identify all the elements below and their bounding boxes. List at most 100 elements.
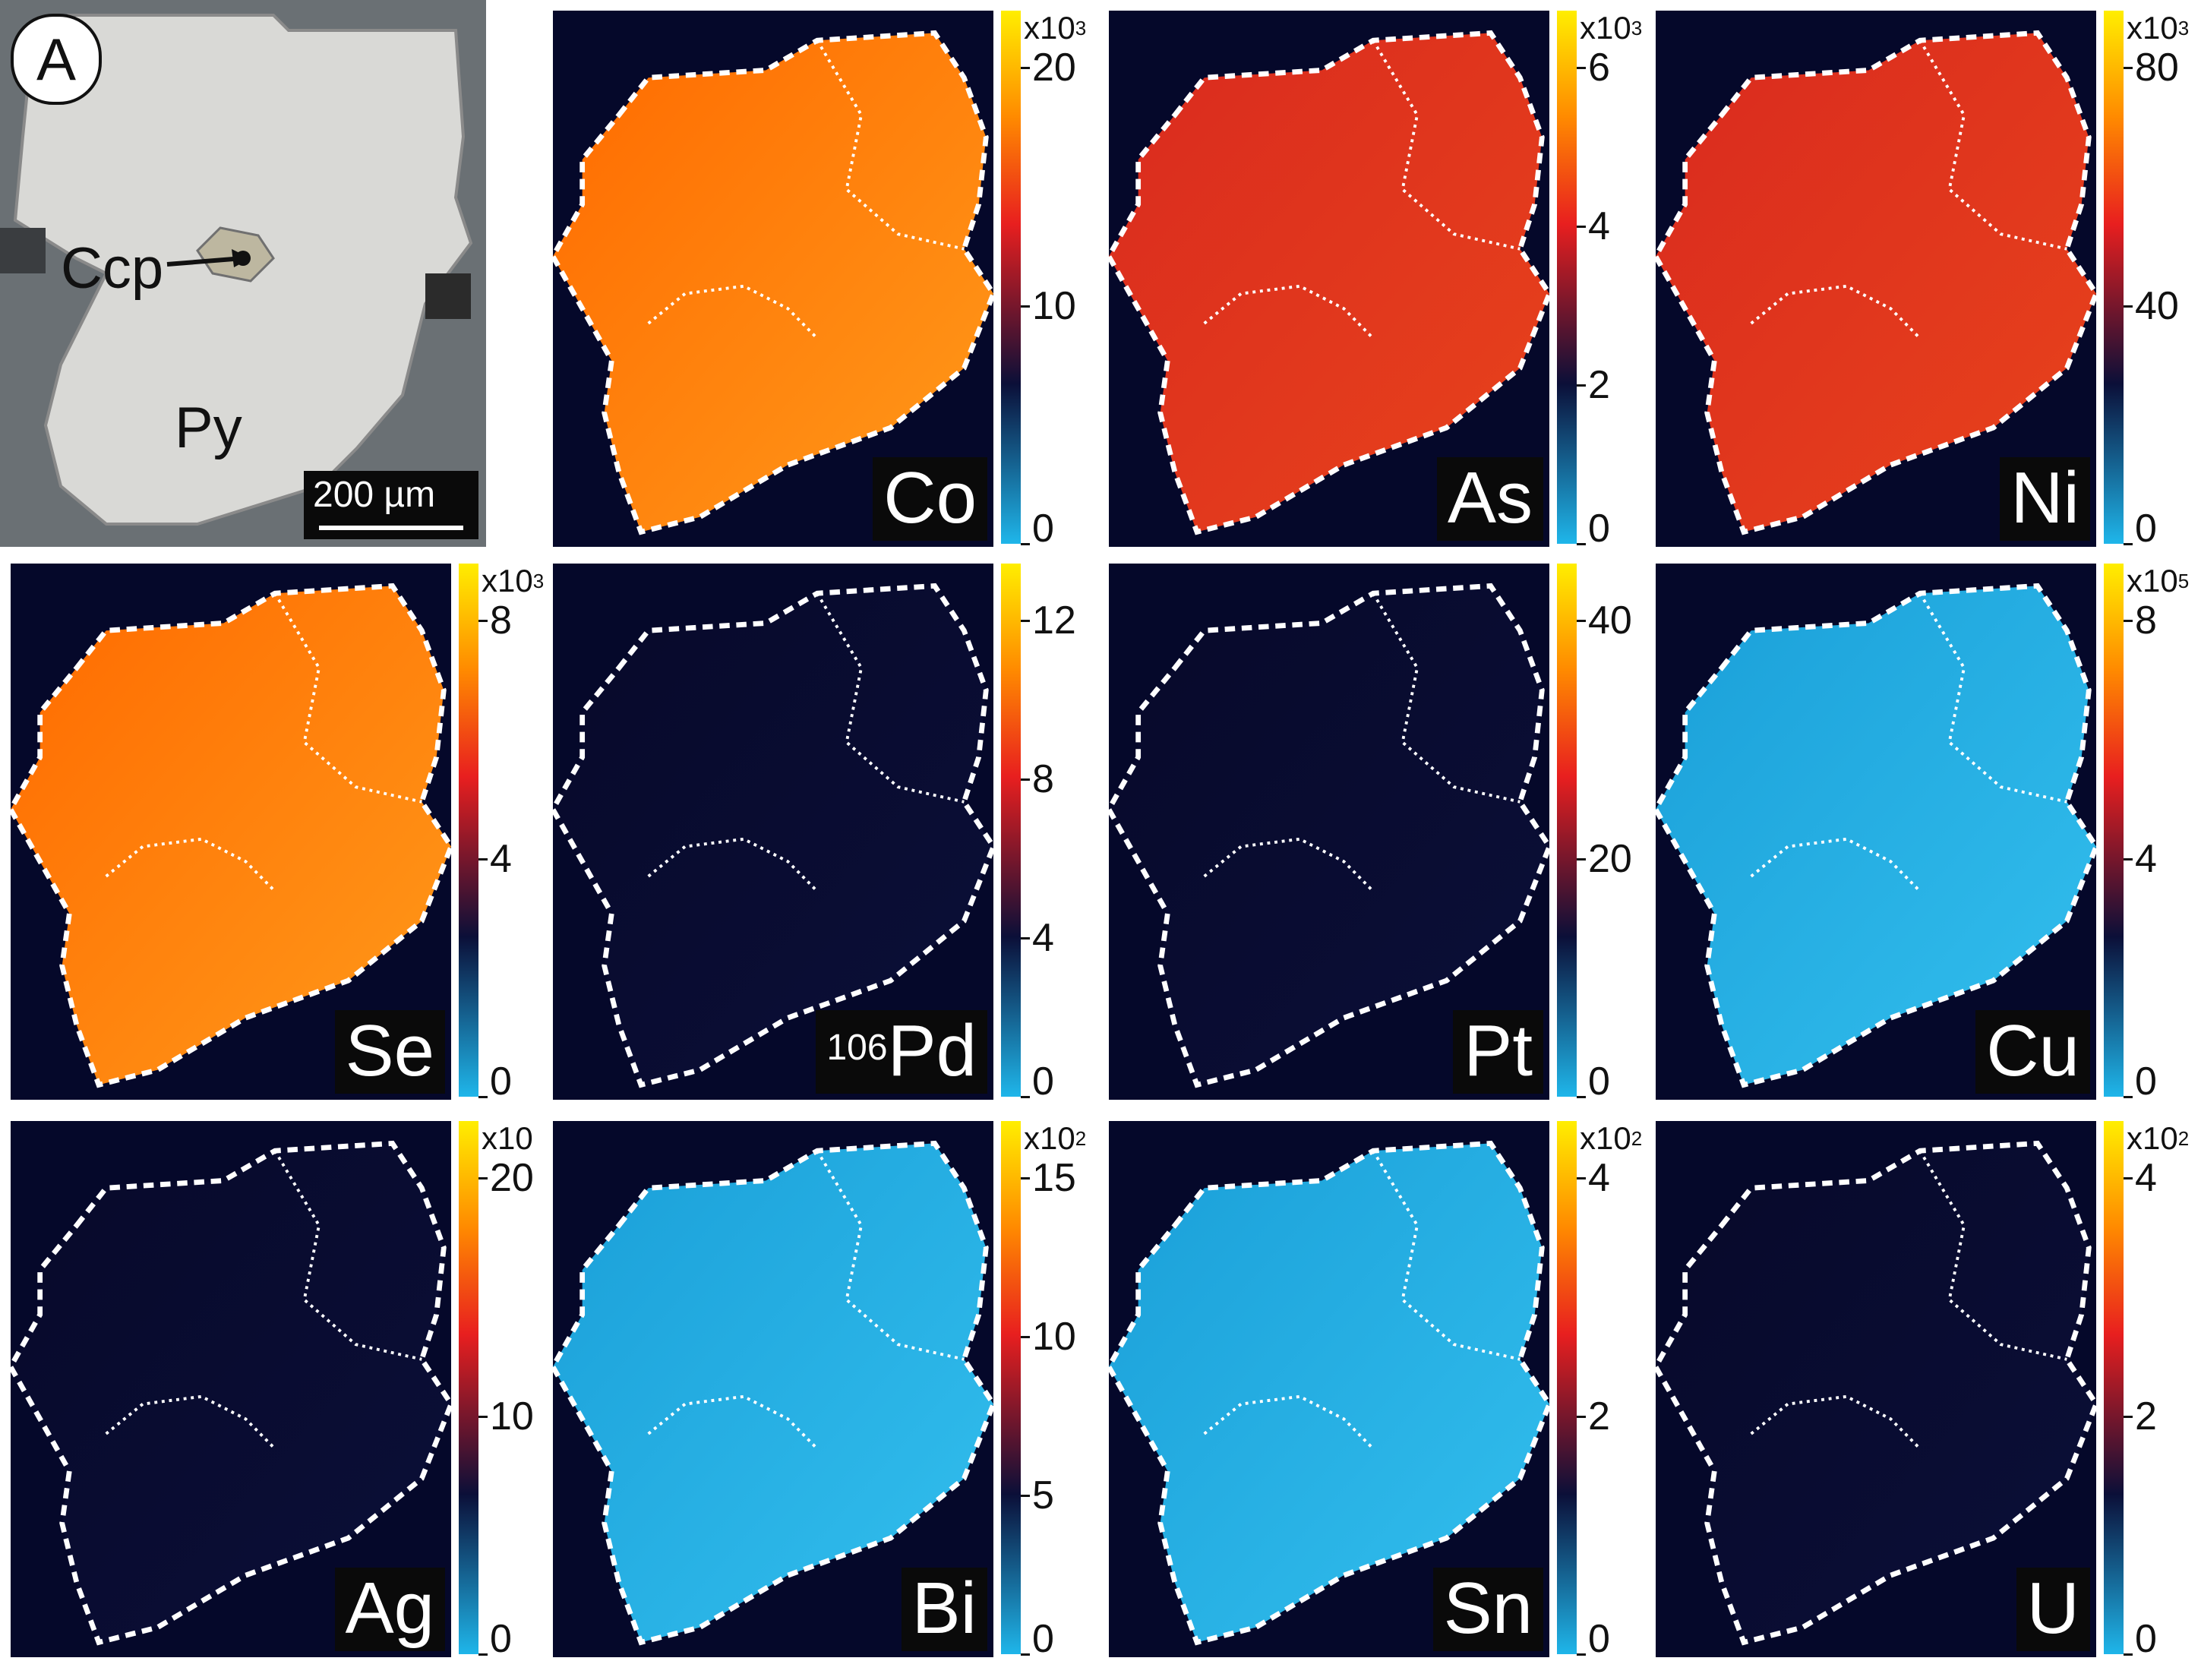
element-map-image — [1109, 1121, 1549, 1657]
multiplier-exponent: 2 — [2177, 1127, 2190, 1150]
element-symbol: Co — [883, 457, 977, 538]
map-panel-se: Se — [11, 564, 451, 1100]
multiplier-base: x10 — [2127, 1120, 2178, 1156]
colorbar-tick — [1021, 1653, 1030, 1656]
multiplier-exponent: 2 — [1075, 1127, 1087, 1150]
element-symbol: Ag — [345, 1568, 434, 1649]
colorbar-tick — [1577, 1653, 1586, 1656]
element-map-image — [553, 11, 993, 547]
colorbar-tick — [1021, 1495, 1030, 1498]
colorbar-tick — [1577, 67, 1586, 70]
colorbar-tick-label: 4 — [2135, 836, 2157, 881]
colorbar-tick — [1577, 384, 1586, 387]
colorbar-tick-label: 15 — [1032, 1156, 1076, 1201]
colorbar-tick-label: 20 — [1588, 836, 1632, 881]
scale-bar-line — [319, 526, 463, 530]
element-map-image — [1656, 11, 2096, 547]
colorbar-tick — [478, 857, 488, 861]
map-panel-u: U — [1656, 1121, 2096, 1657]
element-symbol: As — [1447, 457, 1533, 538]
scale-bar-text: 200 µm — [313, 475, 436, 515]
element-symbol: U — [2026, 1568, 2079, 1649]
colorbar-tick-label: 4 — [490, 836, 512, 881]
element-label: Bi — [901, 1568, 987, 1651]
colorbar-tick-label: 4 — [2135, 1156, 2157, 1201]
element-label: Cu — [1975, 1010, 2090, 1094]
colorbar-tick — [478, 1096, 488, 1098]
multiplier-exponent: 5 — [2177, 570, 2190, 592]
colorbar-tick — [1021, 305, 1030, 308]
colorbar — [459, 1121, 478, 1654]
map-panel-cu: Cu — [1656, 564, 2096, 1100]
element-label: Se — [334, 1010, 445, 1094]
multiplier-base: x10 — [482, 1120, 533, 1156]
colorbar-tick — [1021, 543, 1030, 545]
colorbar-tick — [478, 1177, 488, 1180]
multiplier-exponent: 3 — [1631, 17, 1643, 39]
colorbar-multiplier: x102 — [2127, 1123, 2189, 1154]
multiplier-base: x10 — [1580, 10, 1631, 46]
colorbar-tick — [1577, 857, 1586, 861]
colorbar-tick-label: 0 — [2135, 1617, 2157, 1661]
colorbar-tick — [1577, 1415, 1586, 1418]
element-symbol: Sn — [1443, 1568, 1533, 1649]
colorbar — [1557, 11, 1577, 544]
multiplier-base: x10 — [482, 563, 533, 598]
ccp-label: Ccp — [61, 236, 164, 301]
colorbar-tick-label: 0 — [2135, 1059, 2157, 1104]
colorbar-tick-label: 0 — [1588, 1617, 1610, 1661]
colorbar-tick — [2124, 1653, 2133, 1656]
element-symbol: Ni — [2010, 457, 2079, 538]
colorbar-tick — [478, 1415, 488, 1418]
colorbar-tick-label: 10 — [1032, 283, 1076, 328]
colorbar-tick-label: 2 — [1588, 1394, 1610, 1438]
panel-a-letter: A — [11, 14, 102, 105]
colorbar-tick-label: 0 — [490, 1617, 512, 1661]
element-symbol: Pt — [1464, 1010, 1533, 1091]
colorbar-tick — [2124, 67, 2133, 70]
colorbar — [2104, 11, 2124, 544]
colorbar-tick — [2124, 543, 2133, 545]
colorbar-multiplier: x103 — [1580, 12, 1642, 44]
colorbar-tick-label: 0 — [1032, 507, 1054, 551]
map-panel-pd: 106Pd — [553, 564, 993, 1100]
map-panel-sn: Sn — [1109, 1121, 1549, 1657]
colorbar — [2104, 564, 2124, 1097]
map-panel-pt: Pt — [1109, 564, 1549, 1100]
colorbar-tick-label: 40 — [2135, 283, 2179, 328]
map-panel-ag: Ag — [11, 1121, 451, 1657]
colorbar-tick — [1577, 1177, 1586, 1180]
colorbar-tick-label: 0 — [1588, 1059, 1610, 1104]
colorbar-tick-label: 10 — [490, 1394, 534, 1438]
colorbar-tick-label: 2 — [2135, 1394, 2157, 1438]
colorbar-tick-label: 8 — [2135, 598, 2157, 643]
colorbar-tick-label: 0 — [2135, 507, 2157, 551]
colorbar — [1557, 564, 1577, 1097]
multiplier-exponent: 3 — [532, 570, 545, 592]
colorbar-tick-label: 8 — [490, 598, 512, 643]
colorbar — [1001, 1121, 1021, 1654]
ccp-arrow — [166, 249, 251, 267]
colorbar-tick-label: 0 — [490, 1059, 512, 1104]
colorbar — [1001, 564, 1021, 1097]
colorbar-tick-label: 10 — [1032, 1315, 1076, 1359]
isotope-mass: 106 — [826, 1028, 888, 1068]
element-symbol: Pd — [887, 1010, 977, 1091]
colorbar-tick — [2124, 305, 2133, 308]
colorbar-multiplier: x102 — [1580, 1123, 1642, 1154]
colorbar-tick — [1021, 1336, 1030, 1339]
colorbar-tick — [2124, 1177, 2133, 1180]
map-panel-co: Co — [553, 11, 993, 547]
colorbar-tick-label: 20 — [1032, 46, 1076, 90]
map-panel-as: As — [1109, 11, 1549, 547]
colorbar-tick — [2124, 857, 2133, 861]
element-map-image — [553, 1121, 993, 1657]
colorbar-tick-label: 80 — [2135, 46, 2179, 90]
element-symbol: Se — [345, 1010, 434, 1091]
multiplier-base: x10 — [1024, 10, 1075, 46]
colorbar-tick — [478, 1653, 488, 1656]
multiplier-base: x10 — [1024, 1120, 1075, 1156]
colorbar — [1557, 1121, 1577, 1654]
element-label: As — [1436, 457, 1543, 541]
py-label: Py — [175, 396, 242, 460]
